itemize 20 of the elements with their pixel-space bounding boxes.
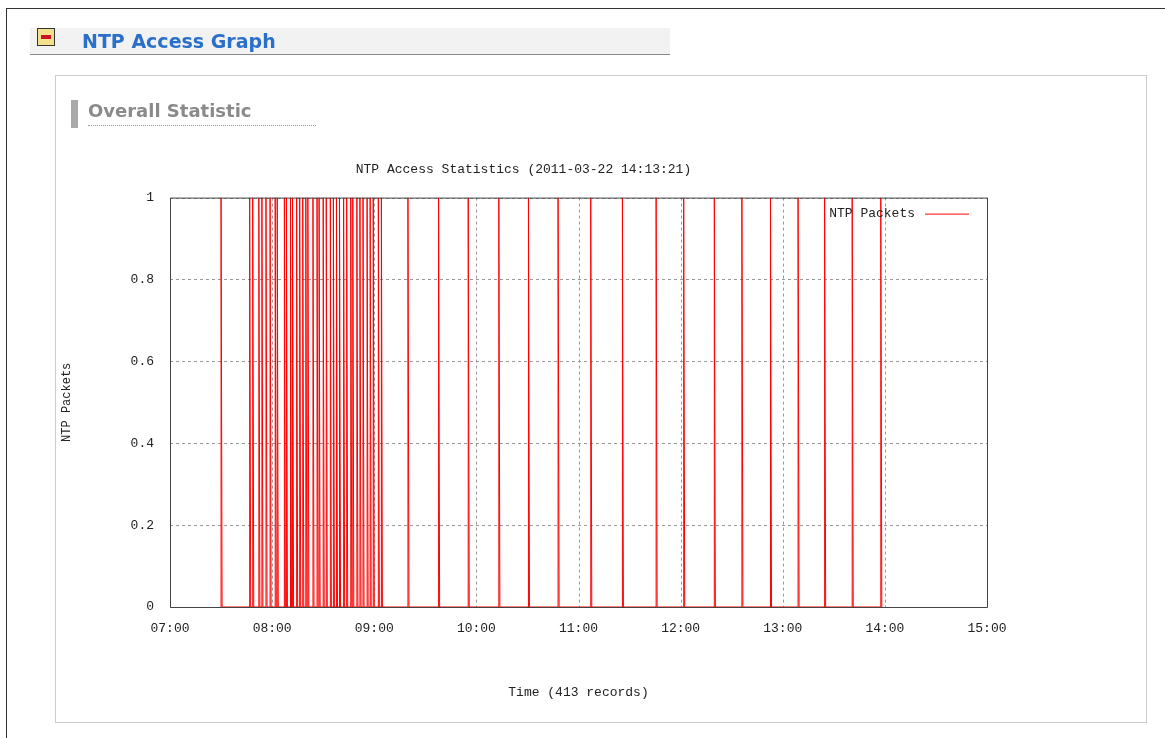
x-tick-label: 07:00	[150, 621, 190, 637]
y-tick-label: 0.6	[130, 353, 154, 369]
x-tick-label: 09:00	[354, 621, 394, 637]
x-axis-title: Time (413 records)	[508, 684, 649, 700]
text: NTP Access Graph	[82, 30, 276, 52]
text: Overall Statistic	[88, 100, 316, 126]
x-tick-label: 12:00	[661, 621, 701, 637]
y-axis-title: NTP Packets	[60, 362, 75, 442]
y-tick-label: 0.8	[130, 271, 154, 287]
x-tick-label: 13:00	[763, 621, 803, 637]
y-tick-label: 0.4	[130, 435, 155, 451]
y-tick-label: 0.2	[130, 517, 154, 533]
chart-title: NTP Access Statistics (2011-03-22 14:13:21)	[355, 162, 692, 178]
y-tick-label: 0	[146, 599, 154, 615]
x-tick-label: 15:00	[967, 621, 1007, 637]
y-tick-label: 1	[146, 190, 155, 206]
x-tick-label: 10:00	[456, 621, 496, 637]
x-tick-label: 14:00	[865, 621, 905, 637]
x-tick-label: 11:00	[558, 621, 599, 637]
x-tick-label: 08:00	[252, 621, 292, 637]
